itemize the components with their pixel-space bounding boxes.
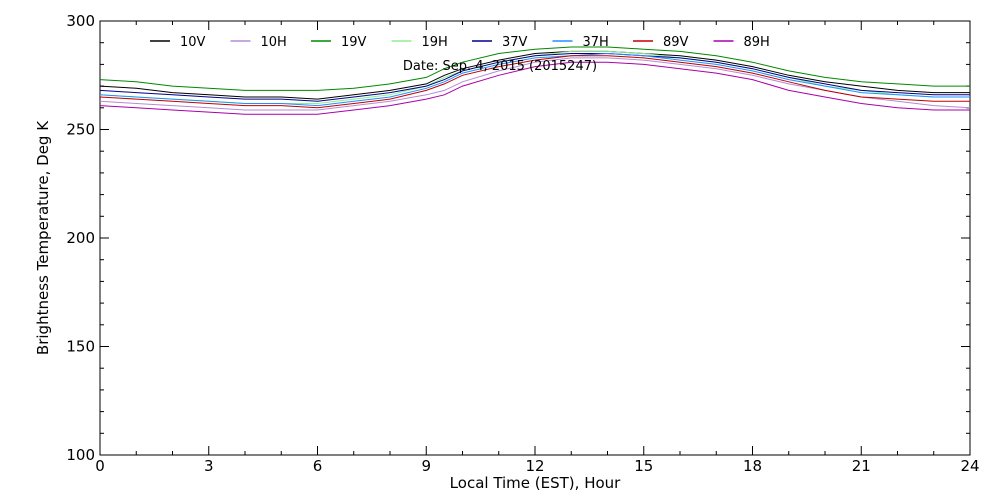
legend-label-37h: 37H: [583, 35, 609, 50]
legend-label-37v: 37V: [502, 35, 528, 50]
y-tick-label: 200: [66, 229, 95, 247]
x-tick-label: 21: [852, 457, 871, 475]
series-line-37v: [99, 53, 970, 102]
legend-label-10v: 10V: [180, 35, 206, 50]
series-line-19v: [99, 46, 970, 91]
legend: 10V 10H 19V 19H 37V 37H 89V 89H: [150, 35, 770, 50]
x-axis-title: Local Time (EST), Hour: [450, 474, 621, 492]
y-tick-label: 250: [66, 121, 95, 139]
y-tick-label: 150: [66, 338, 95, 356]
legend-label-89v: 89V: [663, 35, 689, 50]
axis-ticks: [99, 20, 971, 456]
axis-tick-labels: 0 3 6 9 12 15 18 21 24 100 150 200 250 300: [66, 12, 979, 475]
series-line-37h: [99, 52, 970, 107]
y-tick-label: 300: [66, 12, 95, 30]
x-tick-label: 9: [421, 457, 431, 475]
date-annotation: Date: Sep. 4, 2015 (2015247): [403, 59, 597, 74]
x-tick-label: 0: [95, 457, 105, 475]
y-tick-label: 100: [66, 446, 95, 464]
legend-label-89h: 89H: [744, 35, 770, 50]
series-line-89h: [99, 61, 970, 115]
series-line-89v: [99, 55, 970, 109]
x-tick-label: 12: [525, 457, 544, 475]
legend-label-19v: 19V: [341, 35, 367, 50]
legend-label-10h: 10H: [261, 35, 287, 50]
x-tick-label: 3: [204, 457, 214, 475]
series-line-10v: [99, 50, 970, 100]
x-tick-label: 24: [960, 457, 979, 475]
x-tick-label: 15: [634, 457, 653, 475]
series-lines: [99, 46, 971, 115]
x-tick-label: 6: [313, 457, 323, 475]
y-axis-title: Brightness Temperature, Deg K: [34, 120, 52, 355]
x-tick-label: 18: [743, 457, 762, 475]
legend-label-19h: 19H: [422, 35, 448, 50]
